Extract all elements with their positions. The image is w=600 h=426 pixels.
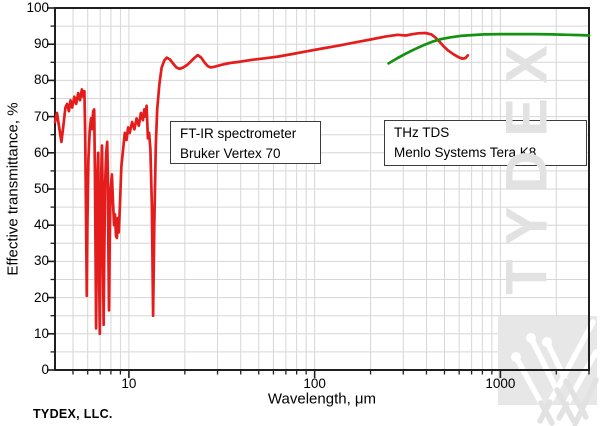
curve-thz xyxy=(387,32,591,65)
y-tick-label: 100 xyxy=(26,0,49,15)
annotation-thz-line2: Menlo Systems Tera K8 xyxy=(394,145,537,161)
y-tick-label: 30 xyxy=(33,253,49,269)
y-tick-label: 70 xyxy=(33,108,49,124)
y-tick-label: 10 xyxy=(33,325,49,341)
y-tick-label: 80 xyxy=(33,72,49,88)
x-axis-title: Wavelength, μm xyxy=(267,390,377,408)
company-label: TYDEX, LLC. xyxy=(33,407,113,421)
annotation-thz: THz TDS Menlo Systems Tera K8 xyxy=(384,120,587,166)
y-tick-label: 90 xyxy=(33,36,49,52)
annotation-ftir: FT-IR spectrometer Bruker Vertex 70 xyxy=(170,121,321,164)
y-tick-label: 0 xyxy=(41,362,49,377)
y-tick-label: 20 xyxy=(33,289,49,305)
annotation-ftir-line1: FT-IR spectrometer xyxy=(180,126,297,141)
x-tick-label: 10 xyxy=(121,376,137,391)
curve-ftir xyxy=(53,31,470,336)
annotation-thz-line1: THz TDS xyxy=(394,125,450,140)
annotation-ftir-line2: Bruker Vertex 70 xyxy=(180,146,281,162)
y-tick-label: 60 xyxy=(33,144,49,160)
y-tick-label: 40 xyxy=(33,217,49,233)
y-tick-label: 50 xyxy=(33,181,49,196)
y-axis-title: Effective transmittance, % xyxy=(4,102,22,276)
x-tick-label: 1000 xyxy=(485,376,516,391)
x-tick-label: 100 xyxy=(303,376,326,391)
